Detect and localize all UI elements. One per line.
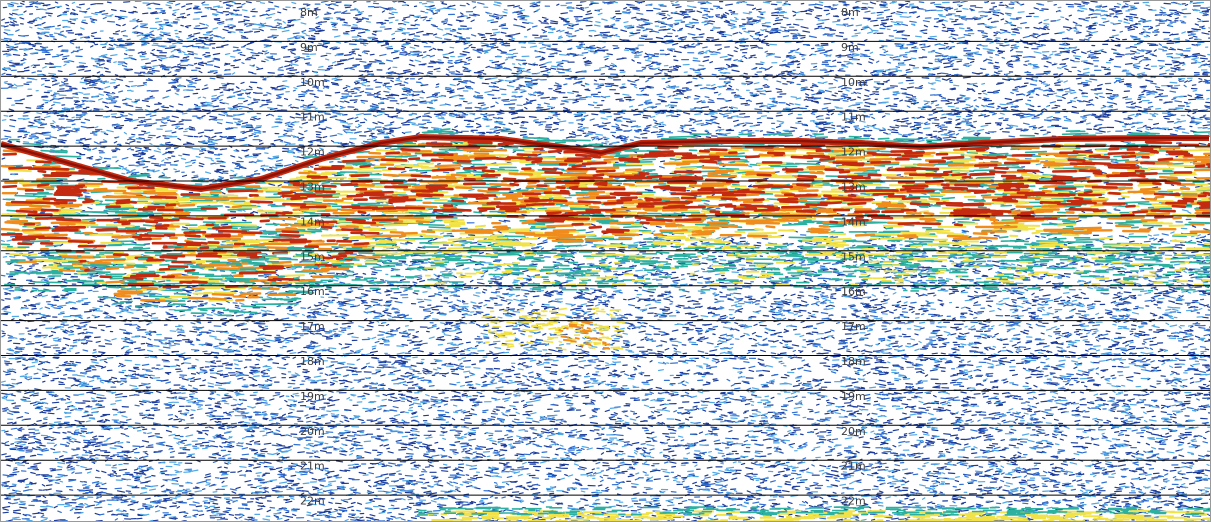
depth-label-right: 8m [841,6,859,19]
depth-label-left: 20m [300,425,325,438]
depth-label-right: 18m [841,355,866,368]
depth-label-left: 16m [300,285,325,298]
depth-label-right: 9m [841,41,859,54]
depth-label-left: 18m [300,355,325,368]
depth-label-right: 19m [841,390,866,403]
depth-label-left: 11m [300,111,325,124]
second-echo-fringe [416,506,1210,516]
depth-label-left: 13m [300,181,325,194]
target-core [558,319,611,350]
depth-label-right: 14m [841,215,866,228]
depth-label-left: 22m [300,495,325,508]
depth-label-right: 20m [841,425,866,438]
depth-label-right: 16m [841,285,866,298]
depth-label-right: 11m [841,111,866,124]
echo-streaks [1,140,1210,289]
depth-label-left: 15m [300,250,325,263]
depth-label-left: 19m [300,390,325,403]
depth-label-right: 17m [841,320,866,333]
depth-label-left: 9m [300,41,318,54]
depth-label-right: 10m [841,76,866,89]
depth-grid: 8m 8m 9m 9m 10m 10m 11m 11m 12m 12m 13m 13m 14m 14m 15… [1,6,1210,508]
echo-layer [1,128,1210,521]
depth-label-left: 12m [300,146,325,159]
seabed-core [1,135,1209,191]
depth-label-right: 15m [841,250,866,263]
depth-label-left: 10m [300,76,325,89]
depth-label-left: 21m [300,460,325,473]
depth-label-left: 17m [300,320,325,333]
target-cluster [481,307,625,351]
depth-label-right: 21m [841,460,866,473]
depth-label-right: 12m [841,146,866,159]
depth-label-right: 22m [841,495,866,508]
midwater-echo [4,245,1210,292]
midwater-echo-strong [424,250,1210,287]
depth-label-left: 14m [300,215,325,228]
bottom-line [1,134,1209,192]
depth-label-left: 8m [300,6,318,19]
depth-label-right: 13m [841,181,866,194]
